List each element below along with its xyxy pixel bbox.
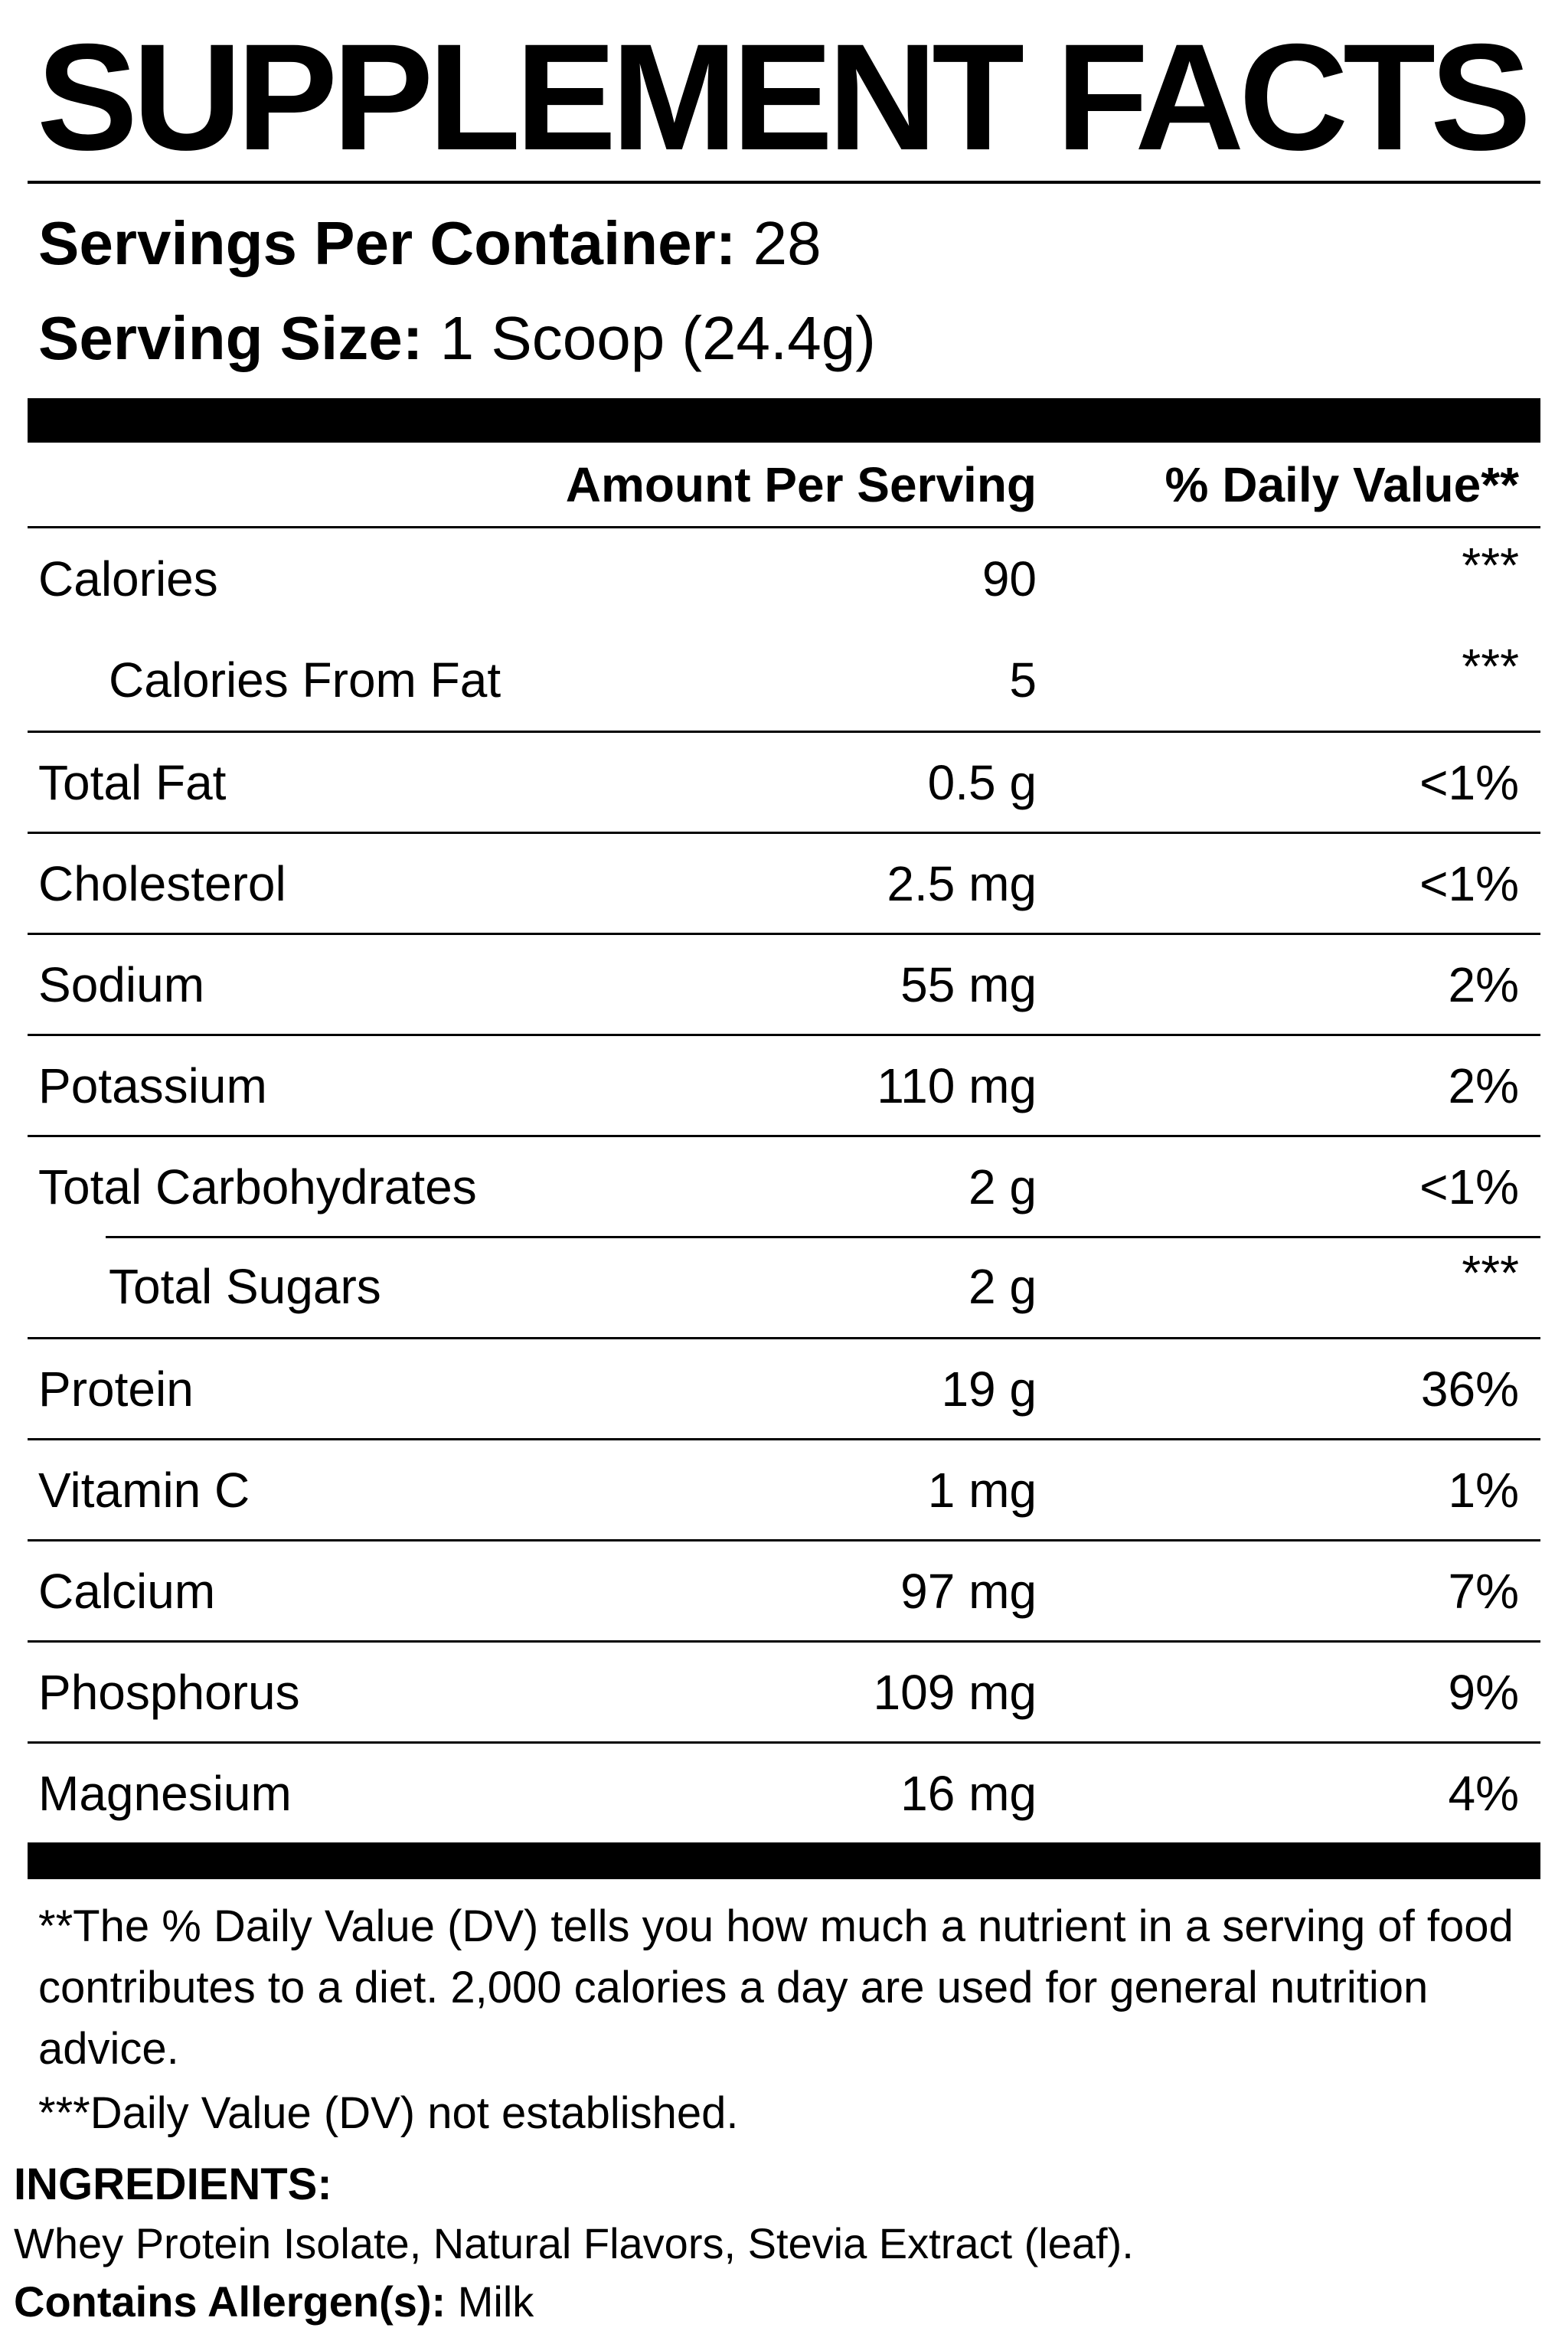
nutrient-name: Calories bbox=[38, 551, 218, 606]
nutrient-amount: 2 g bbox=[969, 1159, 1037, 1215]
allergen-line: Contains Allergen(s): Milk bbox=[14, 2273, 1545, 2331]
nutrient-name: Calories From Fat bbox=[109, 652, 501, 708]
nutrient-row: Phosphorus 109 mg 9% bbox=[28, 1640, 1540, 1741]
nutrient-dv: 36% bbox=[1420, 1361, 1519, 1417]
servings-per-container-value: 28 bbox=[753, 209, 822, 277]
nutrient-dv: 7% bbox=[1448, 1563, 1520, 1619]
nutrient-amount: 1 mg bbox=[927, 1462, 1037, 1518]
ingredients-text: Whey Protein Isolate, Natural Flavors, S… bbox=[14, 2219, 1134, 2268]
allergen-label: Contains Allergen(s): bbox=[14, 2277, 446, 2326]
nutrient-dv: 2% bbox=[1448, 956, 1520, 1012]
nutrient-name: Total Fat bbox=[38, 754, 227, 810]
nutrient-row: Total Sugars 2 g *** bbox=[28, 1236, 1540, 1337]
supplement-facts-label: SUPPLEMENT FACTS Servings Per Container:… bbox=[28, 0, 1540, 2144]
nutrient-amount: 90 bbox=[982, 551, 1037, 606]
nutrient-name: Sodium bbox=[38, 956, 204, 1012]
nutrient-row: Protein 19 g 36% bbox=[28, 1337, 1540, 1438]
nutrient-dv: *** bbox=[1462, 1245, 1519, 1300]
nutrient-row: Calcium 97 mg 7% bbox=[28, 1539, 1540, 1640]
nutrient-dv: <1% bbox=[1419, 855, 1519, 911]
nutrient-amount: 16 mg bbox=[900, 1765, 1037, 1821]
nutrient-amount: 2.5 mg bbox=[887, 855, 1037, 911]
nutrient-rows: Calories 90 *** Calories From Fat 5 *** … bbox=[28, 528, 1540, 1842]
nutrient-row: Magnesium 16 mg 4% bbox=[28, 1741, 1540, 1842]
nutrient-dv: *** bbox=[1462, 538, 1519, 593]
nutrient-amount: 97 mg bbox=[900, 1563, 1037, 1619]
ingredients-section: INGREDIENTS: Whey Protein Isolate, Natur… bbox=[14, 2155, 1545, 2330]
nutrient-row: Cholesterol 2.5 mg <1% bbox=[28, 832, 1540, 933]
nutrient-amount: 19 g bbox=[941, 1361, 1037, 1417]
nutrient-dv: <1% bbox=[1419, 1159, 1519, 1215]
nutrient-row: Potassium 110 mg 2% bbox=[28, 1034, 1540, 1135]
nutrient-row: Total Carbohydrates 2 g <1% bbox=[28, 1135, 1540, 1236]
nutrient-name: Vitamin C bbox=[38, 1462, 250, 1518]
nutrient-dv: *** bbox=[1462, 639, 1519, 694]
serving-info: Servings Per Container: 28 Serving Size:… bbox=[28, 184, 1540, 398]
serving-size-label: Serving Size: bbox=[38, 304, 423, 372]
nutrient-name: Cholesterol bbox=[38, 855, 286, 911]
nutrient-row: Sodium 55 mg 2% bbox=[28, 933, 1540, 1034]
column-header-row: Amount Per Serving % Daily Value** bbox=[28, 443, 1540, 528]
servings-per-container: Servings Per Container: 28 bbox=[38, 196, 1540, 291]
nutrient-name: Protein bbox=[38, 1361, 194, 1417]
title-divider bbox=[28, 181, 1540, 184]
nutrient-row: Calories From Fat 5 *** bbox=[28, 629, 1540, 731]
servings-per-container-label: Servings Per Container: bbox=[38, 209, 737, 277]
nutrient-name: Total Sugars bbox=[109, 1259, 381, 1314]
nutrient-amount: 0.5 g bbox=[927, 754, 1037, 810]
nutrient-row: Total Fat 0.5 g <1% bbox=[28, 731, 1540, 832]
nutrient-name: Potassium bbox=[38, 1058, 267, 1113]
nutrient-name: Phosphorus bbox=[38, 1664, 300, 1720]
footnotes: **The % Daily Value (DV) tells you how m… bbox=[28, 1879, 1540, 2144]
nutrient-amount: 55 mg bbox=[900, 956, 1037, 1012]
nutrient-amount: 2 g bbox=[969, 1259, 1037, 1314]
nutrient-dv: 2% bbox=[1448, 1058, 1520, 1113]
nutrient-dv: 9% bbox=[1448, 1664, 1520, 1720]
nutrient-row: Vitamin C 1 mg 1% bbox=[28, 1438, 1540, 1539]
nutrient-amount: 109 mg bbox=[873, 1664, 1037, 1720]
nutrient-row: Calories 90 *** bbox=[28, 528, 1540, 629]
daily-value-footnote: **The % Daily Value (DV) tells you how m… bbox=[38, 1901, 1514, 2074]
nutrient-name: Calcium bbox=[38, 1563, 216, 1619]
nutrient-dv: 1% bbox=[1448, 1462, 1520, 1518]
amount-per-serving-header: Amount Per Serving bbox=[565, 456, 1037, 512]
not-established-footnote: ***Daily Value (DV) not established. bbox=[38, 2088, 739, 2139]
nutrient-amount: 5 bbox=[1009, 652, 1037, 708]
serving-size-value: 1 Scoop (24.4g) bbox=[439, 304, 876, 372]
allergen-value: Milk bbox=[457, 2277, 534, 2326]
nutrient-name: Total Carbohydrates bbox=[38, 1159, 477, 1215]
ingredients-label: INGREDIENTS: bbox=[14, 2159, 332, 2210]
nutrient-dv: 4% bbox=[1448, 1765, 1520, 1821]
serving-size: Serving Size: 1 Scoop (24.4g) bbox=[38, 291, 1540, 386]
label-title: SUPPLEMENT FACTS bbox=[37, 12, 1531, 181]
separator-bar-bottom bbox=[28, 1842, 1540, 1879]
nutrient-amount: 110 mg bbox=[877, 1058, 1037, 1113]
nutrient-dv: <1% bbox=[1419, 754, 1519, 810]
nutrient-name: Magnesium bbox=[38, 1765, 292, 1821]
daily-value-header: % Daily Value** bbox=[1165, 456, 1519, 512]
separator-bar-top bbox=[28, 398, 1540, 443]
